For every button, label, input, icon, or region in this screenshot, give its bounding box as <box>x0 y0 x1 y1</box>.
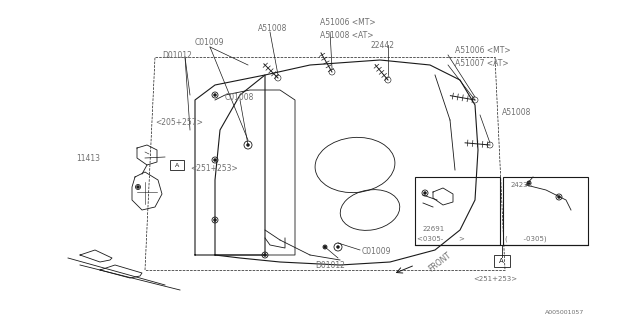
Text: FRONT: FRONT <box>428 251 453 274</box>
Circle shape <box>557 196 561 198</box>
Text: <251+253>: <251+253> <box>190 164 237 172</box>
Text: <205+257>: <205+257> <box>155 117 203 126</box>
Circle shape <box>246 143 250 147</box>
Text: A51008: A51008 <box>258 23 287 33</box>
Bar <box>493 255 509 267</box>
Text: (       -0305): ( -0305) <box>505 236 547 242</box>
Bar <box>503 177 588 245</box>
Text: A51007 <AT>: A51007 <AT> <box>455 59 509 68</box>
Circle shape <box>527 181 531 185</box>
Text: 22442: 22442 <box>370 41 394 50</box>
Text: A: A <box>499 258 504 264</box>
Text: A51006 <MT>: A51006 <MT> <box>455 45 511 54</box>
Text: <251+253>: <251+253> <box>474 276 518 282</box>
Text: 24233: 24233 <box>511 182 533 188</box>
Text: A51006 <MT>: A51006 <MT> <box>320 18 376 27</box>
Circle shape <box>424 191 426 195</box>
Text: A51008: A51008 <box>502 108 531 116</box>
Circle shape <box>136 186 140 188</box>
Text: C01008: C01008 <box>225 92 254 101</box>
Circle shape <box>214 219 216 221</box>
Text: A: A <box>175 163 179 167</box>
Text: A005001057: A005001057 <box>545 309 584 315</box>
Text: 11413: 11413 <box>76 154 100 163</box>
Circle shape <box>214 93 216 97</box>
Text: D01012: D01012 <box>315 260 345 269</box>
Text: C01009: C01009 <box>362 247 392 257</box>
Circle shape <box>337 245 339 249</box>
Bar <box>415 177 500 245</box>
Text: 22691: 22691 <box>423 226 445 232</box>
Text: C01009: C01009 <box>195 37 225 46</box>
Bar <box>170 160 184 170</box>
Circle shape <box>323 245 326 249</box>
Circle shape <box>264 253 266 257</box>
Text: A51008 <AT>: A51008 <AT> <box>320 30 374 39</box>
Circle shape <box>214 158 216 162</box>
Text: <0305-       >: <0305- > <box>417 236 465 242</box>
Text: D01012: D01012 <box>162 51 192 60</box>
